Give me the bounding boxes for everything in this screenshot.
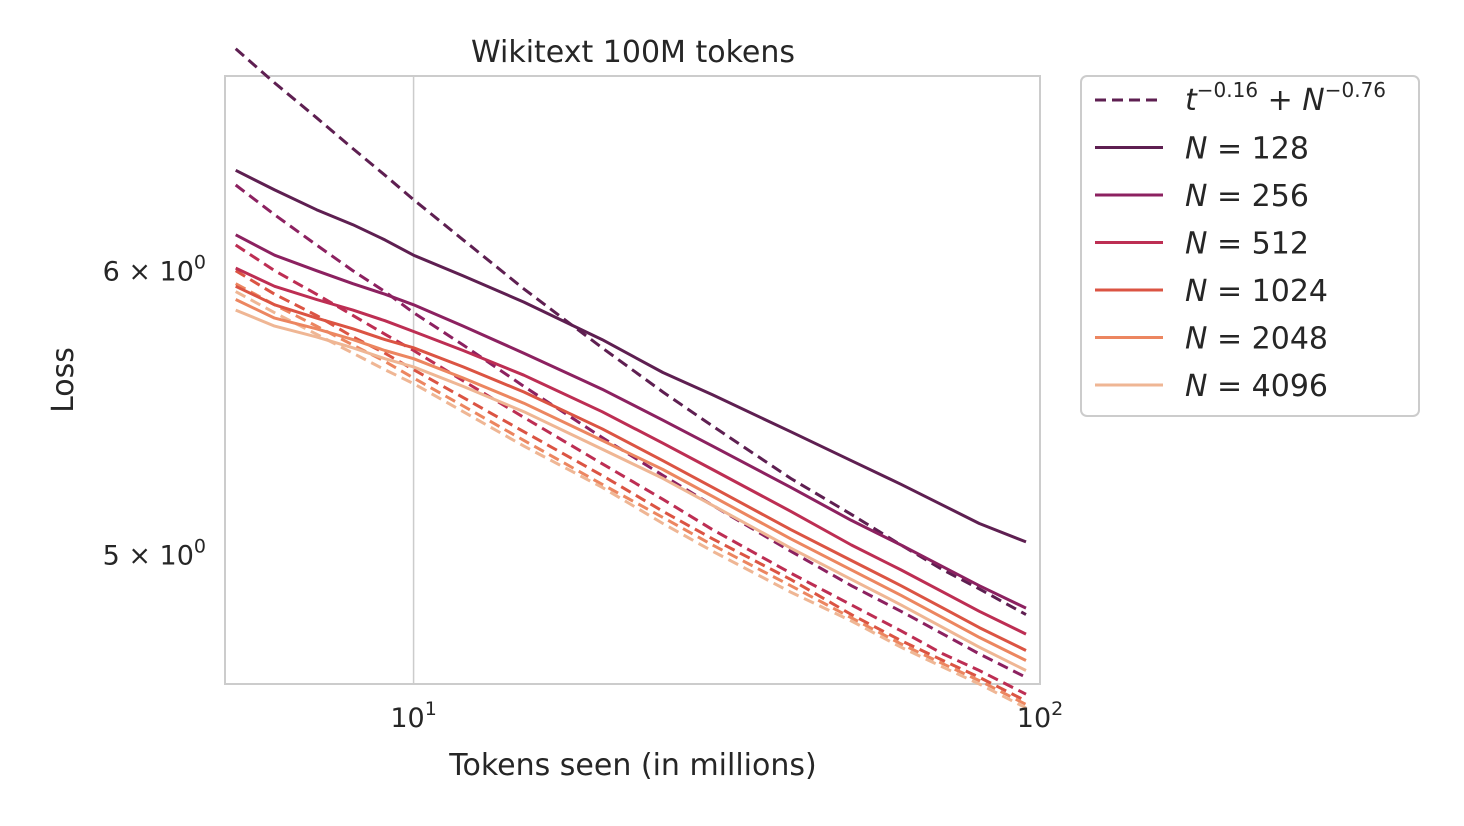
fit-line-1 bbox=[234, 183, 1027, 679]
fit-line-2 bbox=[234, 243, 1027, 696]
y-axis-ticks: 6 × 100 5 × 100 bbox=[103, 252, 206, 572]
legend-label-4: N = 2048 bbox=[1185, 322, 1328, 357]
series-line-0 bbox=[235, 168, 1027, 544]
legend-fit-label: t−0.16 + N−0.76 bbox=[1185, 78, 1386, 118]
fit-line-0 bbox=[234, 47, 1027, 616]
legend-label-2: N = 512 bbox=[1185, 227, 1309, 262]
legend: t−0.16 + N−0.76 N = 128 N = 256 N = 512 N = … bbox=[1080, 75, 1420, 417]
fit-lines bbox=[234, 47, 1027, 710]
x-axis-label: Tokens seen (in millions) bbox=[448, 748, 816, 783]
fit-line-3 bbox=[234, 269, 1027, 703]
series-lines bbox=[235, 168, 1027, 672]
legend-label-5: N = 4096 bbox=[1185, 369, 1328, 404]
series-line-2 bbox=[235, 266, 1027, 636]
series-line-4 bbox=[235, 298, 1027, 662]
y-tick-label-0: 6 × 100 bbox=[103, 252, 206, 288]
x-tick-label-1: 102 bbox=[1017, 698, 1063, 734]
legend-label-1: N = 256 bbox=[1185, 179, 1309, 214]
grid-lines bbox=[412, 76, 1041, 684]
series-line-5 bbox=[235, 308, 1027, 672]
legend-label-3: N = 1024 bbox=[1185, 274, 1328, 309]
fit-line-5 bbox=[234, 290, 1027, 710]
series-line-1 bbox=[235, 233, 1027, 610]
y-tick-label-1: 5 × 100 bbox=[103, 535, 206, 571]
legend-label-0: N = 128 bbox=[1185, 132, 1309, 167]
series-line-3 bbox=[235, 284, 1027, 652]
plot-area bbox=[224, 75, 1041, 685]
y-axis-label: Loss bbox=[46, 347, 81, 413]
chart-title: Wikitext 100M tokens bbox=[471, 35, 795, 70]
legend-box bbox=[1080, 75, 1420, 417]
x-tick-label-0: 101 bbox=[390, 698, 436, 734]
x-axis-ticks: 101 102 bbox=[390, 698, 1063, 734]
fit-line-4 bbox=[234, 282, 1027, 706]
